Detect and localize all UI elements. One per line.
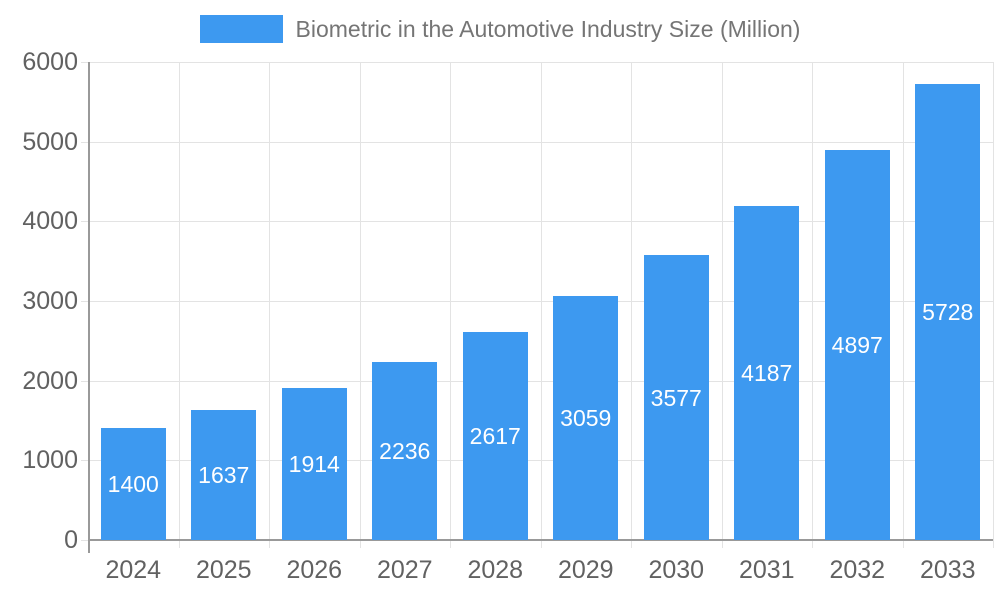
- gridline-vertical: [359, 62, 361, 548]
- gridline-horizontal: [81, 301, 993, 302]
- y-tick-label: 5000: [22, 127, 78, 156]
- legend-swatch: [199, 15, 283, 43]
- gridline-vertical: [993, 62, 994, 548]
- gridline-vertical: [269, 62, 270, 548]
- legend-label: Biometric in the Automotive Industry Siz…: [295, 16, 801, 42]
- y-axis-line: [88, 62, 90, 553]
- bar-value-label: 5728: [922, 298, 974, 325]
- x-tick-label: 2026: [286, 556, 343, 584]
- gridline-horizontal: [81, 141, 993, 143]
- bar[interactable]: [372, 361, 438, 540]
- x-tick-label: 2024: [105, 556, 162, 584]
- gridline-vertical: [540, 62, 542, 548]
- y-tick-label: 2000: [22, 366, 78, 395]
- gridline-horizontal: [81, 460, 993, 462]
- bar[interactable]: [191, 409, 257, 540]
- bar[interactable]: [824, 149, 890, 540]
- bar[interactable]: [281, 387, 347, 540]
- bar[interactable]: [915, 83, 981, 540]
- gridline-vertical: [721, 62, 723, 548]
- bar[interactable]: [462, 331, 528, 540]
- bar-value-label: 1637: [198, 461, 250, 488]
- x-tick-label: 2027: [376, 556, 433, 584]
- chart-legend: Biometric in the Automotive Industry Siz…: [0, 15, 1000, 43]
- bar-value-label: 3577: [650, 384, 702, 411]
- y-tick-label: 6000: [22, 48, 78, 76]
- bar[interactable]: [100, 428, 166, 540]
- bar-value-label: 2236: [379, 437, 431, 464]
- y-tick-label: 4000: [22, 207, 78, 236]
- x-tick-label: 2031: [738, 556, 795, 584]
- gridline-vertical: [812, 62, 813, 548]
- x-tick-label: 2028: [467, 556, 524, 584]
- x-tick-label: 2030: [648, 556, 705, 584]
- x-tick-label: 2033: [919, 556, 976, 584]
- gridline-horizontal: [81, 62, 993, 63]
- x-tick-label: 2032: [829, 556, 886, 584]
- bar[interactable]: [643, 255, 709, 540]
- bar-value-label: 2617: [469, 422, 521, 449]
- bar-value-label: 4897: [831, 331, 883, 358]
- x-axis-line: [88, 539, 993, 541]
- gridline-vertical: [178, 62, 180, 548]
- bar[interactable]: [734, 206, 800, 540]
- gridline-horizontal: [81, 380, 993, 382]
- bar-value-label: 1400: [107, 471, 159, 498]
- y-tick-label: 3000: [22, 287, 78, 315]
- gridline-horizontal: [81, 221, 993, 223]
- x-axis-tick-zero: [81, 540, 88, 541]
- y-tick-label: 0: [64, 526, 78, 554]
- gridline-vertical: [902, 62, 904, 548]
- bar[interactable]: [553, 296, 619, 540]
- gridline-vertical: [450, 62, 451, 548]
- bar-value-label: 1914: [288, 450, 340, 477]
- x-tick-label: 2025: [195, 556, 252, 584]
- y-tick-label: 1000: [22, 446, 78, 475]
- gridline-vertical: [631, 62, 632, 548]
- bar-value-label: 3059: [560, 405, 612, 432]
- bar-value-label: 4187: [741, 360, 793, 387]
- x-tick-label: 2029: [557, 556, 614, 584]
